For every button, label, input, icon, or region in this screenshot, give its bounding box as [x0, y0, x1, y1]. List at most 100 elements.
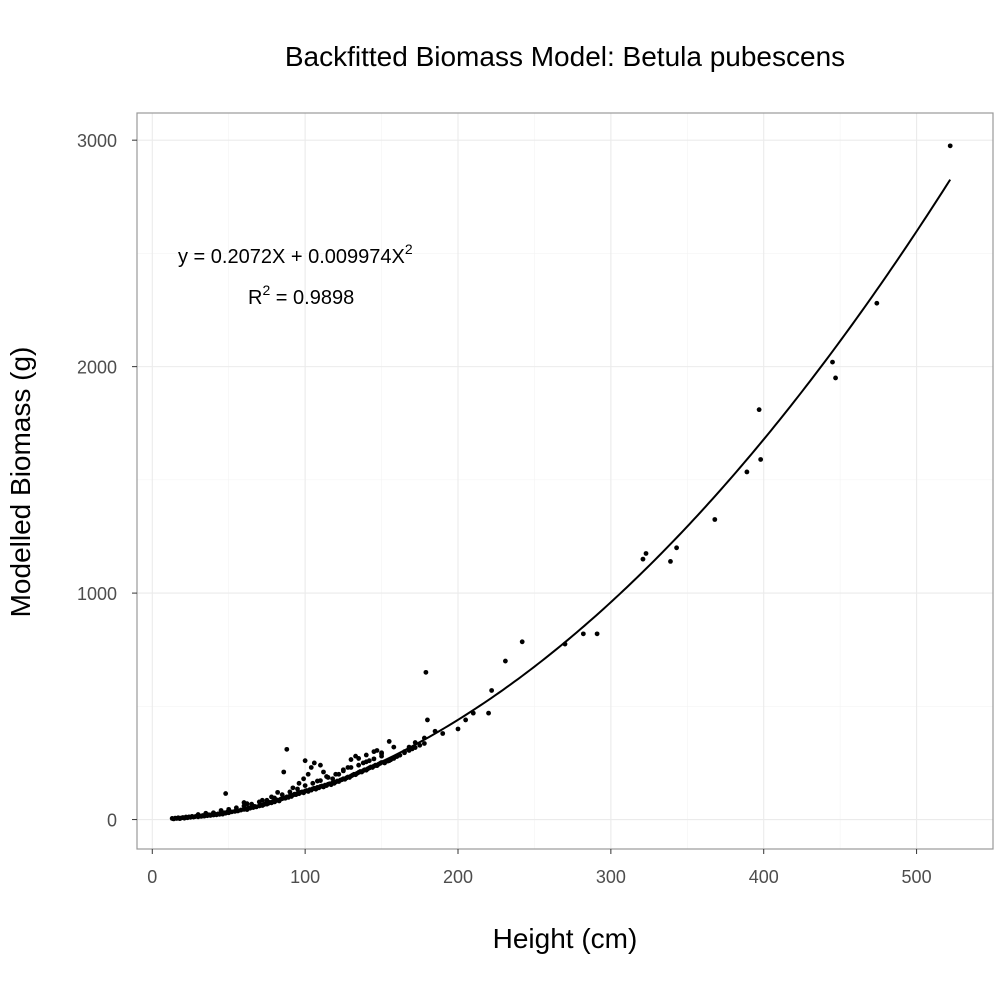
grid — [137, 113, 993, 849]
data-point — [402, 749, 407, 755]
data-point — [290, 785, 296, 791]
data-point — [421, 735, 427, 741]
data-point — [195, 812, 201, 817]
data-point — [249, 801, 255, 807]
y-axis: 0 1000 2000 3000 — [77, 131, 137, 831]
data-point — [336, 771, 342, 777]
data-point — [463, 717, 469, 723]
fit-curve — [172, 179, 952, 820]
data-point — [758, 457, 764, 462]
data-point — [311, 760, 317, 766]
data-point — [264, 797, 270, 803]
data-point — [386, 758, 392, 764]
data-point — [348, 757, 354, 762]
data-point — [412, 745, 418, 750]
data-point — [324, 774, 329, 779]
data-points — [169, 143, 953, 822]
x-tick-label: 0 — [147, 867, 157, 887]
data-point — [432, 728, 438, 734]
x-tick-label: 100 — [290, 867, 320, 887]
data-point — [363, 752, 369, 758]
data-point — [580, 631, 586, 637]
data-point — [244, 801, 250, 807]
data-point — [295, 786, 300, 792]
data-point — [356, 762, 362, 768]
data-point — [284, 746, 290, 752]
data-point — [275, 789, 281, 795]
data-point — [310, 780, 316, 786]
data-point — [594, 631, 600, 637]
data-point — [330, 776, 336, 782]
data-point — [947, 143, 953, 149]
data-point — [674, 545, 679, 551]
data-point — [489, 688, 495, 693]
data-point — [455, 726, 461, 732]
data-point — [223, 791, 229, 796]
x-tick-label: 400 — [749, 867, 779, 887]
data-point — [340, 767, 346, 773]
data-point — [486, 710, 491, 716]
r-squared: R2 = 0.9898 — [248, 282, 354, 309]
y-tick-label: 3000 — [77, 131, 117, 151]
r-squared-label: R — [248, 287, 262, 309]
data-point — [279, 792, 285, 798]
data-point — [423, 669, 429, 675]
fit-equation: y = 0.2072X + 0.009974X2 — [178, 241, 413, 268]
data-point — [519, 639, 525, 645]
data-point — [386, 739, 392, 744]
data-point — [302, 783, 308, 788]
data-point — [643, 551, 649, 556]
data-point — [440, 731, 446, 736]
data-point — [502, 658, 508, 664]
x-tick-label: 500 — [902, 867, 932, 887]
data-point — [287, 789, 293, 795]
data-point — [366, 758, 372, 764]
data-point — [668, 558, 673, 564]
data-point — [425, 717, 430, 723]
data-point — [301, 776, 307, 782]
x-axis-title: Height (cm) — [493, 923, 638, 954]
data-point — [756, 407, 762, 413]
data-point — [374, 748, 380, 753]
data-point — [308, 765, 314, 770]
data-point — [233, 805, 239, 811]
data-point — [314, 778, 320, 784]
fit-equation-text: y = 0.2072X + 0.009974X — [178, 246, 405, 268]
data-point — [296, 780, 302, 786]
data-point — [305, 771, 311, 777]
data-point — [302, 758, 308, 764]
data-point — [412, 740, 418, 745]
data-point — [562, 641, 568, 647]
data-point — [211, 810, 216, 816]
data-point — [360, 760, 366, 766]
data-point — [744, 469, 750, 475]
r-squared-value: = 0.9898 — [270, 287, 354, 309]
y-axis-title: Modelled Biomass (g) — [5, 347, 36, 618]
r-squared-exponent: 2 — [262, 282, 270, 298]
data-point — [203, 810, 209, 816]
data-point — [259, 797, 265, 803]
data-point — [269, 794, 274, 800]
data-point — [391, 744, 397, 750]
data-point — [640, 556, 646, 562]
data-point — [394, 753, 400, 759]
data-point — [218, 808, 224, 813]
fit-equation-exponent: 2 — [405, 241, 413, 257]
data-point — [421, 741, 427, 746]
data-point — [353, 753, 358, 759]
data-point — [470, 710, 476, 716]
data-point — [226, 806, 232, 812]
panel-border — [136, 112, 994, 850]
y-tick-label: 0 — [107, 811, 117, 831]
data-point — [406, 744, 412, 750]
data-point — [318, 762, 323, 768]
y-tick-label: 1000 — [77, 584, 117, 604]
y-tick-label: 2000 — [77, 358, 117, 378]
data-point — [833, 375, 838, 381]
data-point — [281, 769, 287, 775]
x-tick-label: 200 — [443, 867, 473, 887]
data-point — [371, 756, 377, 762]
chart-title: Backfitted Biomass Model: Betula pubesce… — [285, 41, 845, 72]
